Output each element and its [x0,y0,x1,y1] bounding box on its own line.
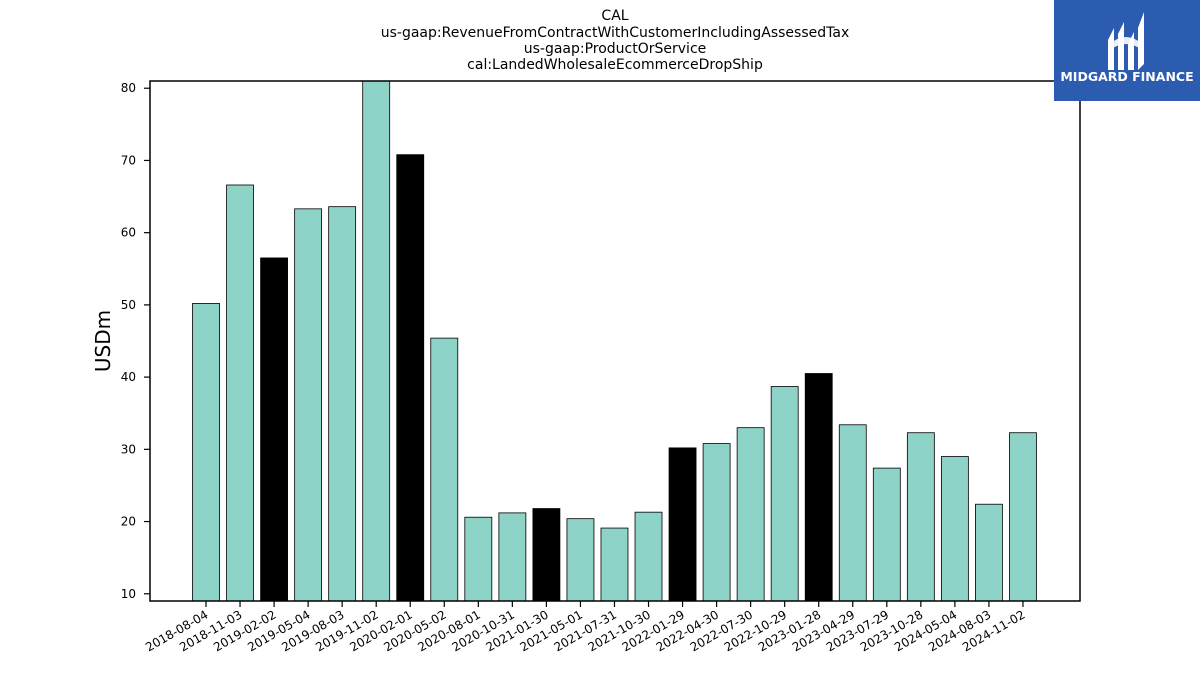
title-line-3: us-gaap:ProductOrService [524,41,707,57]
plot-frame [149,80,1081,602]
y-tick-label: 40 [121,370,136,384]
bar-2024-05-04 [940,456,969,602]
bar-2022-07-30 [736,427,765,602]
chart-title: CAL us-gaap:RevenueFromContractWithCusto… [381,8,850,73]
bar-2020-05-02 [430,337,459,602]
y-axis: 10 20 30 40 50 60 70 80 [121,81,150,601]
bar-2023-07-29 [872,467,901,602]
bar-2023-04-29 [838,424,867,602]
bar-2019-02-02 [260,257,288,602]
bars-group [192,80,1037,602]
logo-background [1054,0,1200,101]
bar-2024-08-03 [975,503,1003,602]
bar-2020-02-01 [396,154,425,602]
bar-2019-08-03 [328,206,357,602]
bar-2020-08-01 [464,516,493,602]
bar-2020-10-31 [498,512,527,602]
bar-2022-10-29 [770,386,799,602]
title-line-2: us-gaap:RevenueFromContractWithCustomerI… [381,25,850,41]
y-tick-label: 80 [121,81,136,95]
y-tick-label: 70 [121,153,136,167]
bar-2021-05-01 [566,518,595,602]
bar-2024-11-02 [1009,432,1037,602]
y-tick-label: 10 [121,587,136,601]
bar-2018-08-04 [192,303,220,602]
x-axis: 2018-08-042018-11-032019-02-022019-05-04… [143,601,1027,654]
y-tick-label: 30 [121,442,136,456]
y-axis-label: USDm [91,310,115,372]
bar-2019-05-04 [294,208,323,602]
bar-2021-01-30 [532,508,561,602]
title-line-4: cal:LandedWholesaleEcommerceDropShip [467,57,763,73]
y-tick-label: 50 [121,298,136,312]
y-tick-label: 20 [121,515,136,529]
bar-2023-01-28 [804,373,833,602]
bar-2019-11-02 [362,80,391,602]
plot-area [150,81,1080,601]
midgard-finance-logo-icon [1108,12,1144,70]
y-tick-label: 60 [121,226,136,240]
bar-2022-01-29 [668,447,697,602]
bar-2022-04-30 [702,443,731,602]
bar-2021-10-30 [634,511,663,602]
midgard-finance-logo: MIDGARD FINANCE [1054,0,1200,101]
title-line-1: CAL [601,8,628,24]
bar-2018-11-03 [226,184,254,602]
logo-text: MIDGARD FINANCE [1060,69,1193,84]
bar-2023-10-28 [906,432,935,602]
bar-2021-07-31 [600,527,629,602]
